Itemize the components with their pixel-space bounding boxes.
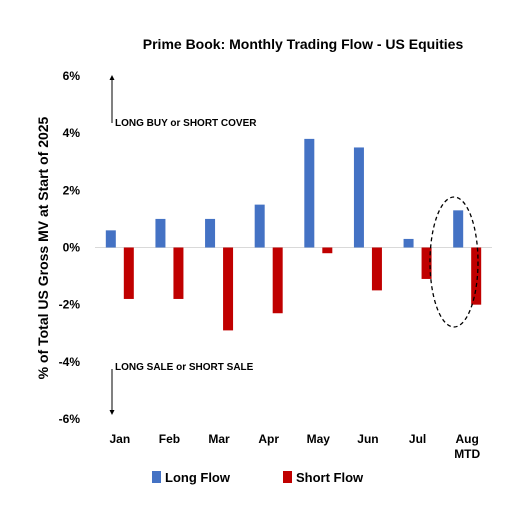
short-flow-bar bbox=[223, 247, 234, 331]
short-flow-bar bbox=[371, 247, 382, 291]
x-tick-label: Jan bbox=[109, 432, 130, 446]
legend: Long Flow Short Flow bbox=[152, 470, 364, 485]
x-tick-label: May bbox=[307, 432, 331, 446]
y-axis-ticks: 6% 4% 2% 0% -2% -4% -6% bbox=[59, 69, 81, 426]
long-flow-bar bbox=[205, 218, 216, 248]
chart-title: Prime Book: Monthly Trading Flow - US Eq… bbox=[143, 36, 464, 52]
up-arrow-head bbox=[109, 75, 115, 80]
y-tick-label: 0% bbox=[63, 241, 81, 255]
long-sale-annotation: LONG SALE or SHORT SALE bbox=[115, 362, 254, 373]
bars bbox=[105, 138, 482, 331]
legend-label: Long Flow bbox=[165, 470, 231, 485]
short-flow-bar bbox=[471, 247, 482, 305]
short-flow-bar bbox=[421, 247, 432, 279]
y-tick-label: 4% bbox=[63, 126, 81, 140]
legend-swatch bbox=[283, 471, 292, 483]
direction-annotations: LONG BUY or SHORT COVER LONG SALE or SHO… bbox=[109, 75, 257, 415]
short-flow-bar bbox=[322, 247, 333, 254]
short-flow-bar bbox=[123, 247, 134, 299]
short-flow-bar bbox=[173, 247, 184, 299]
long-flow-bar bbox=[155, 218, 166, 248]
long-buy-annotation: LONG BUY or SHORT COVER bbox=[115, 118, 257, 129]
x-tick-label: Jun bbox=[357, 432, 378, 446]
long-flow-bar bbox=[453, 210, 464, 248]
x-tick-label: Mar bbox=[208, 432, 230, 446]
y-tick-label: -6% bbox=[59, 412, 81, 426]
short-flow-bar bbox=[272, 247, 283, 314]
x-tick-label: Jul bbox=[409, 432, 426, 446]
x-tick-label: Aug bbox=[456, 432, 479, 446]
x-tick-label: MTD bbox=[454, 447, 480, 461]
highlight-ellipse bbox=[429, 196, 479, 328]
down-arrow-head bbox=[109, 410, 115, 415]
y-tick-label: -4% bbox=[59, 355, 81, 369]
y-tick-label: 2% bbox=[63, 183, 81, 197]
long-flow-bar bbox=[353, 147, 364, 248]
y-tick-label: 6% bbox=[63, 69, 81, 83]
y-axis-label: % of Total US Gross MV at Start of 2025 bbox=[35, 116, 51, 379]
x-tick-label: Feb bbox=[159, 432, 180, 446]
long-flow-bar bbox=[403, 238, 414, 248]
x-tick-label: Apr bbox=[258, 432, 279, 446]
legend-swatch bbox=[152, 471, 161, 483]
long-flow-bar bbox=[304, 138, 315, 248]
legend-label: Short Flow bbox=[296, 470, 364, 485]
long-flow-bar bbox=[254, 204, 265, 248]
long-flow-bar bbox=[105, 230, 116, 248]
y-tick-label: -2% bbox=[59, 298, 81, 312]
